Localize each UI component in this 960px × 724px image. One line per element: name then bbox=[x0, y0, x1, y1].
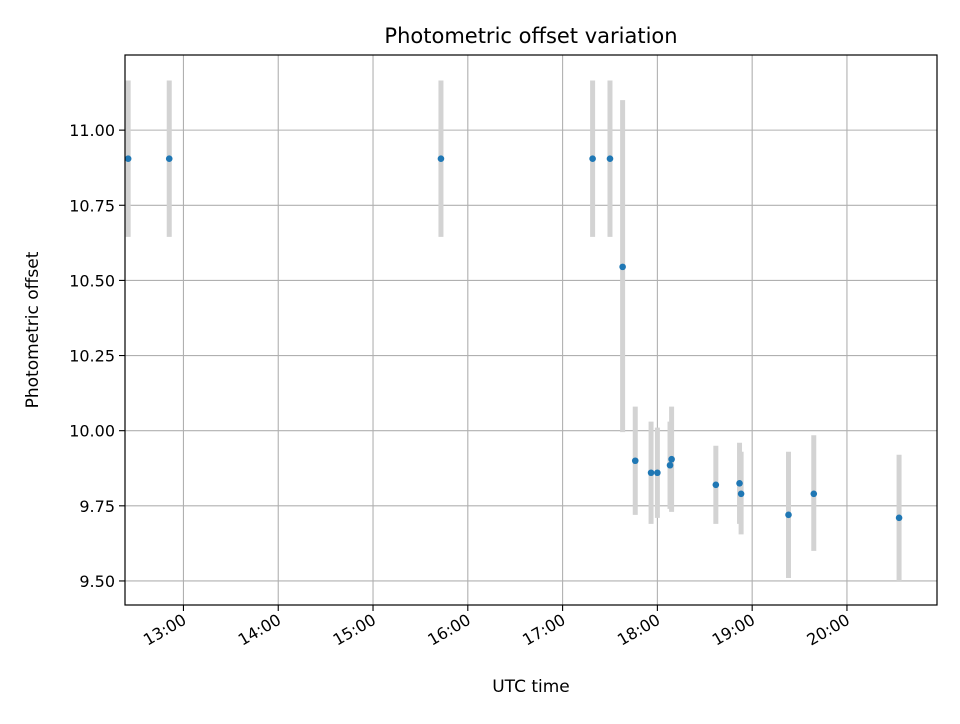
y-tick-label: 9.75 bbox=[79, 497, 115, 516]
y-tick-label: 10.25 bbox=[69, 347, 115, 366]
data-point bbox=[668, 455, 675, 463]
data-point bbox=[124, 155, 132, 162]
y-tick-label: 9.50 bbox=[79, 572, 115, 591]
y-axis-label: Photometric offset bbox=[23, 251, 43, 408]
data-point bbox=[165, 155, 173, 162]
data-point bbox=[654, 469, 661, 477]
data-point bbox=[737, 490, 745, 498]
chart-title: Photometric offset variation bbox=[384, 24, 677, 48]
data-point bbox=[647, 469, 655, 477]
data-point bbox=[619, 263, 626, 271]
data-point bbox=[606, 155, 614, 162]
data-point bbox=[895, 514, 903, 522]
y-tick-label: 10.75 bbox=[69, 196, 115, 215]
y-axis-ticks: 9.50 9.75 10.00 10.25 10.50 10.75 11.00 bbox=[69, 121, 125, 591]
y-tick-label: 10.50 bbox=[69, 271, 115, 290]
data-point bbox=[589, 155, 596, 162]
data-point bbox=[785, 511, 792, 519]
plot-frame bbox=[124, 54, 938, 606]
grid bbox=[125, 55, 937, 605]
y-tick-label: 10.00 bbox=[69, 422, 115, 441]
data-points bbox=[124, 155, 903, 522]
x-axis-label: UTC time bbox=[492, 677, 570, 697]
data-point bbox=[736, 479, 743, 487]
data-point bbox=[437, 155, 445, 162]
data-point bbox=[712, 481, 720, 489]
y-tick-label: 11.00 bbox=[69, 121, 115, 140]
data-point bbox=[631, 457, 639, 465]
data-point bbox=[810, 490, 818, 498]
data-point bbox=[666, 461, 674, 469]
